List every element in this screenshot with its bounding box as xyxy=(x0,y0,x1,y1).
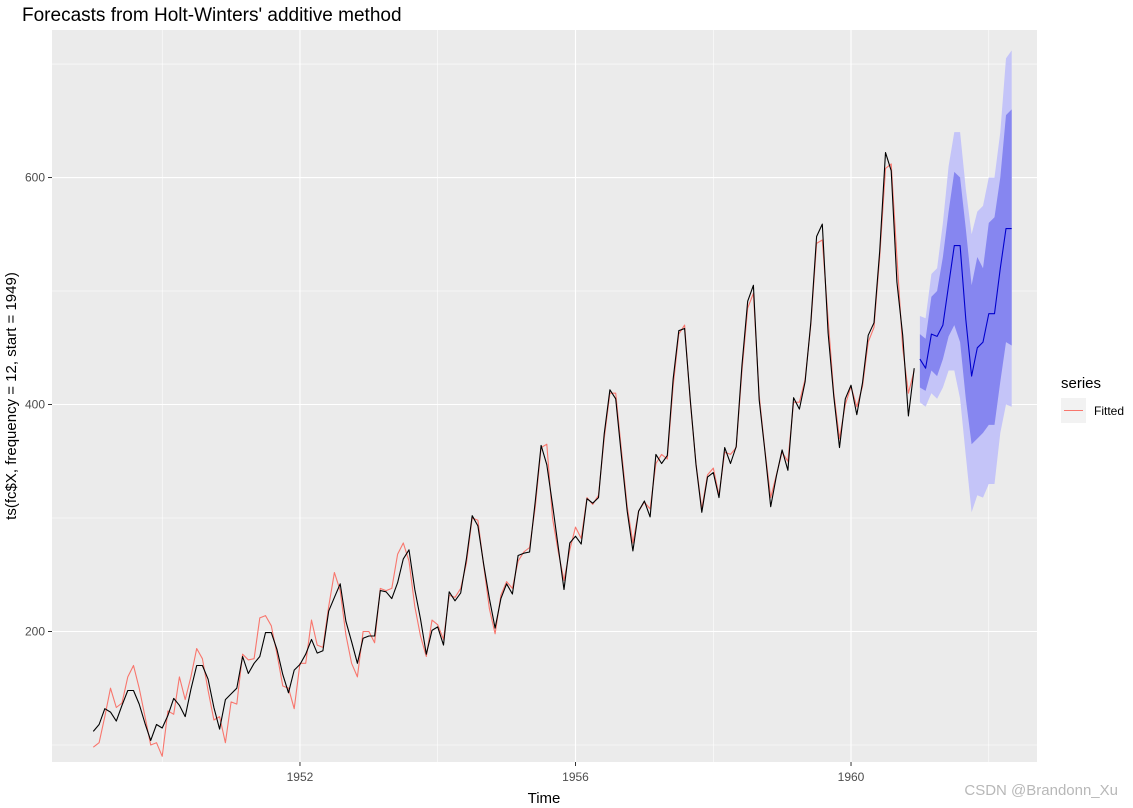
plot-panel xyxy=(52,30,1037,762)
observed-line xyxy=(92,152,915,741)
x-axis-ticks: 1952 1956 1960 xyxy=(287,762,865,784)
y-axis-ticks: 200 400 600 xyxy=(25,171,52,638)
watermark: CSDN @Brandonn_Xu xyxy=(964,782,1118,799)
band-80-area xyxy=(919,109,1012,445)
x-tick-label: 1956 xyxy=(562,770,589,784)
x-tick-label: 1952 xyxy=(287,770,314,784)
y-tick-label: 200 xyxy=(25,624,45,638)
x-tick-label: 1960 xyxy=(838,770,865,784)
y-axis-title: ts(fc$X, frequency = 12, start = 1949) xyxy=(3,272,20,520)
y-tick-label: 600 xyxy=(25,171,45,185)
y-tick-label: 400 xyxy=(25,398,45,412)
grid-lines xyxy=(52,30,1037,762)
forecast-80-band xyxy=(919,109,1012,445)
series-lines xyxy=(92,152,1012,757)
chart-title: Forecasts from Holt-Winters' additive me… xyxy=(22,5,402,26)
legend: series Fitted xyxy=(1061,375,1124,423)
legend-label-fitted: Fitted xyxy=(1094,404,1124,418)
forecast-mean-line xyxy=(919,228,1012,377)
legend-title: series xyxy=(1061,375,1101,392)
x-axis-title: Time xyxy=(528,790,561,807)
